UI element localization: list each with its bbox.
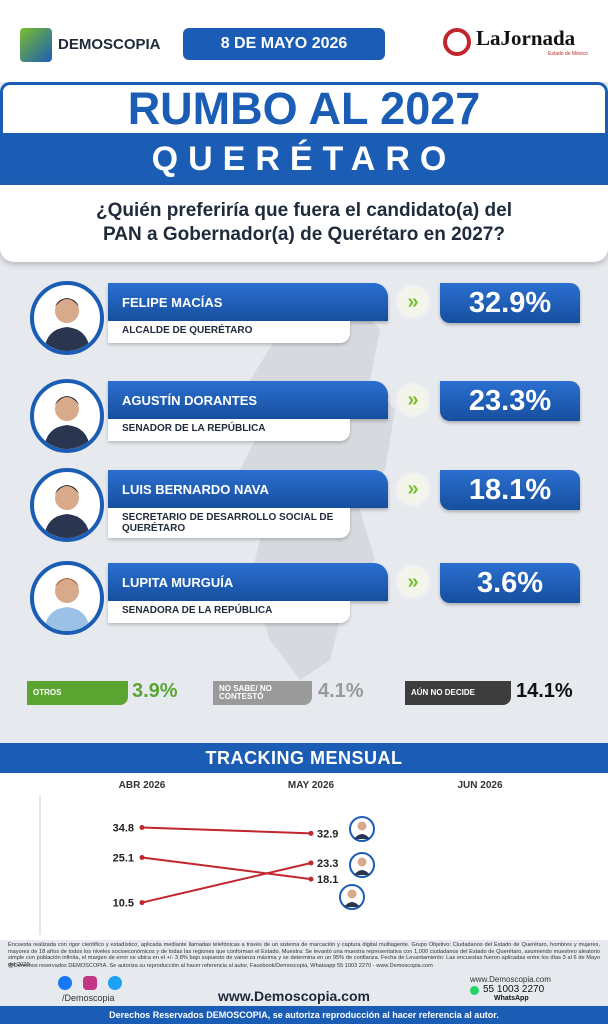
data-label: 34.8	[113, 823, 134, 835]
candidate-role: SENADORA DE LA REPÚBLICA	[108, 601, 350, 623]
candidate-photo	[30, 281, 104, 355]
series-line	[141, 856, 312, 881]
other-percent: 4.1%	[318, 680, 364, 702]
x-tick-label: MAY 2026	[288, 780, 335, 791]
candidate-name: LUPITA MURGUÍA	[108, 563, 388, 601]
other-label: OTROS	[27, 681, 128, 705]
other-percent: 14.1%	[516, 680, 573, 702]
tracking-title: TRACKING MENSUAL	[0, 743, 608, 773]
candidate-percent: 32.9%	[440, 283, 580, 323]
candidate-role: ALCALDE DE QUERÉTARO	[108, 321, 350, 343]
data-label: 10.5	[113, 898, 134, 910]
candidate-percent: 3.6%	[440, 563, 580, 603]
torso	[44, 425, 90, 449]
data-label: 32.9	[317, 828, 338, 840]
torso	[44, 327, 90, 351]
question: ¿Quién preferiría que fuera el candidato…	[0, 185, 608, 262]
candidate-photo	[30, 379, 104, 453]
head	[55, 579, 79, 603]
x-tick-label: ABR 2026	[119, 780, 166, 791]
point	[308, 860, 314, 866]
other-percent: 3.9%	[132, 680, 178, 702]
chevron: »	[398, 287, 428, 317]
thumb-head	[357, 821, 367, 831]
other-label: NO SABE/ NO CONTESTÓ	[213, 681, 312, 705]
social-handle: /Demoscopia	[62, 993, 115, 1003]
candidate-name: LUIS BERNARDO NAVA	[108, 470, 388, 508]
thumb-head	[357, 857, 367, 867]
website: www.Demoscopia.com	[218, 988, 370, 1004]
website-small: www.Demoscopia.com	[470, 975, 551, 984]
hair	[55, 298, 79, 307]
methodology: Encuesta realizada con rigor científico …	[8, 942, 600, 968]
brand-name: DEMOSCOPIA	[58, 36, 161, 53]
candidate-role: SENADOR DE LA REPÚBLICA	[108, 419, 350, 441]
chevron: »	[398, 567, 428, 597]
facebook-icon	[58, 976, 72, 990]
candidate-role: SECRETARIO DE DESARROLLO SOCIAL DE QUERÉ…	[108, 508, 350, 538]
whatsapp-icon	[470, 986, 479, 995]
chart-background	[0, 773, 608, 940]
series-line	[141, 862, 312, 904]
series-line	[141, 826, 312, 835]
copyright: Derechos Reservados DEMOSCOPIA, se autor…	[0, 1006, 608, 1024]
portrait	[44, 396, 90, 449]
brand-logo	[20, 28, 52, 62]
point	[139, 900, 145, 906]
twitter-icon	[108, 976, 122, 990]
thumb-body	[344, 902, 360, 907]
thumb-head	[347, 889, 357, 899]
head	[55, 486, 79, 510]
candidate-photo	[30, 468, 104, 542]
rights-note: @Derechos reservados DEMOSCOPIA. Se auto…	[8, 963, 433, 969]
partner-logo	[443, 28, 471, 56]
partner-sub: Estado de México	[548, 51, 588, 57]
portrait	[44, 485, 90, 538]
point	[139, 825, 145, 831]
state-title: QUERÉTARO	[0, 133, 608, 185]
x-tick-label: JUN 2026	[457, 780, 502, 791]
hair	[55, 485, 79, 494]
data-label: 18.1	[317, 874, 338, 886]
date-pill: 8 DE MAYO 2026	[183, 28, 385, 60]
torso	[44, 607, 90, 631]
point	[308, 876, 314, 882]
hair	[55, 578, 79, 587]
candidate-percent: 18.1%	[440, 470, 580, 510]
main-title: RUMBO AL 2027	[0, 82, 608, 134]
portrait	[44, 298, 90, 351]
partner-name: LaJornada	[476, 26, 576, 50]
data-label: 23.3	[317, 858, 338, 870]
point	[308, 830, 314, 836]
head	[55, 299, 79, 323]
portrait	[44, 578, 90, 631]
candidate-name: AGUSTÍN DORANTES	[108, 381, 388, 419]
thumb-body	[354, 870, 370, 875]
tracking-chart: ABR 2026 MAY 2026 JUN 2026 34.8 32.9 25.1 18.1…	[0, 773, 608, 940]
chevron: »	[398, 385, 428, 415]
phone: 55 1003 2270	[483, 984, 545, 995]
point	[139, 854, 145, 860]
whatsapp-label: WhatsApp	[494, 995, 529, 1002]
thumb-body	[354, 834, 370, 839]
candidate-name: FELIPE MACÍAS	[108, 283, 388, 321]
chevron: »	[398, 474, 428, 504]
torso	[44, 514, 90, 538]
candidate-photo	[30, 561, 104, 635]
hair	[55, 396, 79, 405]
data-label: 25.1	[113, 852, 134, 864]
candidate-percent: 23.3%	[440, 381, 580, 421]
head	[55, 397, 79, 421]
other-label: AÚN NO DECIDE	[405, 681, 511, 705]
instagram-icon	[83, 976, 97, 990]
